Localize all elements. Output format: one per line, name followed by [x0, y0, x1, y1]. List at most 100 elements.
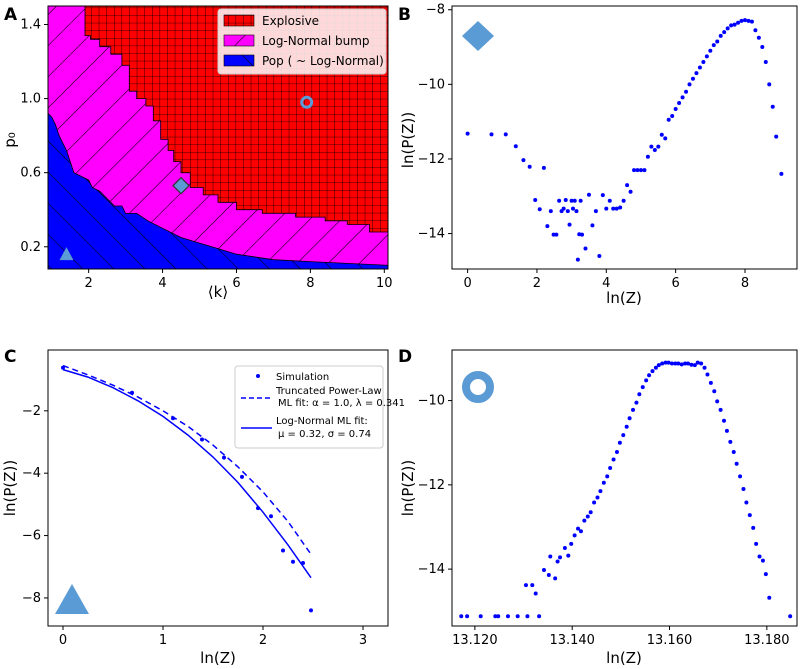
- data-point-d-80: [763, 572, 768, 577]
- xtick-label-d-1: 13.140: [549, 633, 595, 648]
- data-point-b-26: [580, 232, 585, 237]
- data-point-c-3: [200, 437, 204, 442]
- marker-circle: [300, 95, 314, 109]
- data-point-b-25: [578, 198, 583, 203]
- data-point-d-44: [647, 373, 652, 378]
- lognormal-fit-line: [62, 368, 312, 579]
- data-point-d-19: [566, 553, 571, 558]
- data-point-b-79: [763, 59, 768, 64]
- data-point-d-45: [650, 369, 655, 374]
- data-point-b-34: [607, 198, 612, 203]
- data-point-d-48: [660, 361, 665, 366]
- data-point-d-58: [692, 363, 697, 368]
- panel-label-d: D: [398, 347, 412, 367]
- data-point-d-71: [734, 461, 739, 466]
- data-point-d-12: [541, 567, 546, 572]
- data-point-d-37: [624, 424, 629, 429]
- data-point-b-42: [635, 168, 640, 173]
- ytick-label-a-3: 1.4: [20, 18, 41, 33]
- points-d: [459, 360, 793, 619]
- data-point-b-65: [715, 39, 720, 44]
- data-point-d-77: [754, 541, 759, 546]
- data-point-b-33: [604, 206, 609, 211]
- data-point-d-38: [627, 416, 632, 421]
- data-point-b-71: [736, 20, 741, 25]
- data-point-d-69: [728, 439, 733, 444]
- data-point-d-60: [699, 361, 704, 366]
- ytick-label-d-0: −14: [418, 562, 445, 577]
- data-point-d-6: [515, 614, 520, 619]
- ytick-label-c-0: −8: [22, 591, 41, 606]
- data-point-b-44: [642, 168, 647, 173]
- xlabel-d: ln(Z): [606, 649, 642, 667]
- data-point-d-33: [611, 457, 616, 462]
- data-point-b-64: [711, 43, 716, 48]
- data-point-c-1: [130, 390, 134, 395]
- data-point-b-53: [673, 106, 678, 111]
- data-point-d-41: [637, 392, 642, 397]
- data-point-d-72: [738, 474, 743, 479]
- diamond-icon: [462, 21, 494, 51]
- data-point-d-11: [537, 614, 542, 619]
- legend-ln-params: μ = 0.32, σ = 0.74: [278, 429, 371, 440]
- data-point-d-9: [530, 583, 535, 588]
- data-point-b-80: [767, 82, 772, 87]
- data-point-b-77: [756, 35, 761, 40]
- data-point-d-53: [676, 361, 681, 366]
- data-point-b-27: [583, 246, 588, 251]
- panel-a: A 2 4 6 8 10 0.2 0.6 1.0 1.4 Explosive Log-Norma…: [1, 5, 393, 301]
- data-point-d-43: [644, 378, 649, 383]
- data-point-d-0: [459, 614, 464, 619]
- ytick-label-b-3: −8: [426, 3, 445, 18]
- xtick-label-b-3: 6: [672, 276, 680, 291]
- data-point-b-38: [621, 198, 626, 203]
- data-point-d-62: [705, 372, 710, 377]
- data-point-b-51: [666, 117, 671, 122]
- legend-explosive: Explosive: [262, 14, 319, 28]
- data-point-d-81: [767, 595, 772, 600]
- data-point-b-37: [618, 205, 623, 210]
- data-point-d-75: [747, 513, 752, 518]
- data-point-d-65: [715, 399, 720, 404]
- data-point-c-10: [301, 561, 305, 566]
- data-point-b-19: [569, 198, 574, 203]
- xlabel-b: ln(Z): [606, 289, 642, 307]
- panel-label-a: A: [4, 5, 18, 25]
- xtick-label-c-0: 0: [59, 633, 67, 648]
- ytick-label-b-0: −14: [418, 227, 445, 242]
- data-point-b-31: [597, 253, 602, 258]
- data-point-d-23: [578, 529, 583, 534]
- data-point-d-20: [569, 541, 574, 546]
- ytick-label-d-2: −10: [418, 394, 445, 409]
- data-point-d-17: [558, 555, 563, 560]
- data-point-d-18: [562, 546, 567, 551]
- data-point-d-61: [702, 365, 707, 370]
- data-point-d-47: [656, 363, 661, 368]
- data-point-b-5: [527, 164, 532, 169]
- legend-swatch-simulation: [256, 374, 260, 378]
- data-point-b-73: [742, 18, 747, 23]
- data-point-b-76: [753, 28, 758, 33]
- data-point-d-27: [592, 500, 597, 505]
- data-point-d-4: [496, 614, 501, 619]
- xtick-label-a-1: 4: [158, 276, 166, 291]
- data-point-c-9: [291, 559, 295, 564]
- data-point-b-30: [593, 209, 598, 214]
- points-b: [465, 18, 784, 262]
- data-point-b-4: [521, 158, 526, 163]
- data-point-c-7: [269, 514, 273, 519]
- data-point-b-22: [574, 209, 579, 214]
- ytick-label-c-1: −6: [22, 529, 41, 544]
- ytick-label-c-2: −4: [22, 466, 41, 481]
- data-point-d-28: [595, 495, 600, 500]
- data-point-d-52: [673, 361, 678, 366]
- data-point-b-32: [600, 193, 605, 198]
- data-point-d-67: [722, 418, 727, 423]
- data-point-b-46: [649, 144, 654, 149]
- data-point-b-72: [739, 18, 744, 23]
- data-point-d-51: [669, 361, 674, 366]
- axes-frame-a: [47, 5, 389, 270]
- data-point-b-69: [729, 23, 734, 28]
- xtick-label-c-3: 3: [359, 633, 367, 648]
- xtick-label-b-2: 4: [602, 276, 610, 291]
